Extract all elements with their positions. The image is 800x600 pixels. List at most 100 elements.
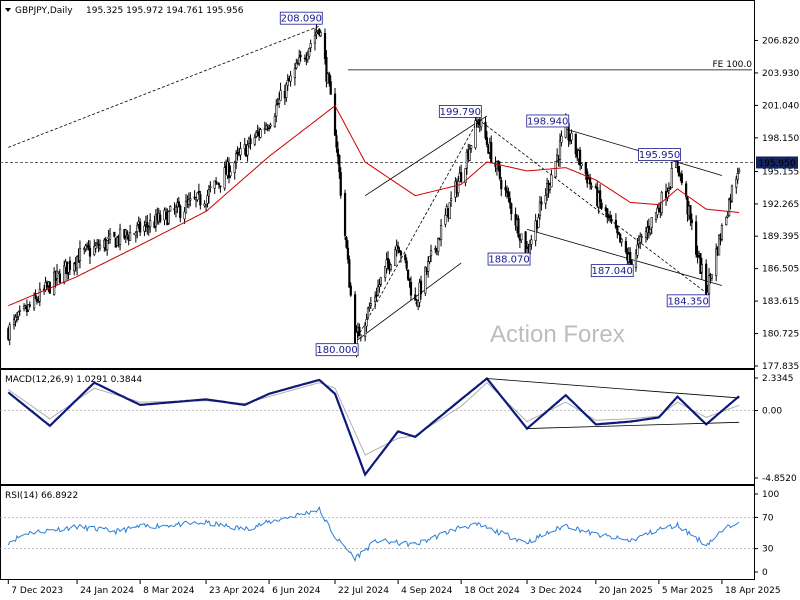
candle-body bbox=[715, 248, 718, 276]
candle-body bbox=[285, 83, 288, 99]
candle-body bbox=[379, 277, 382, 285]
candle-body bbox=[177, 201, 180, 207]
candle-body bbox=[507, 192, 510, 197]
price-y-tick-label: 186.505 bbox=[762, 265, 799, 275]
candle-body bbox=[376, 286, 380, 296]
macd-trendlines bbox=[486, 378, 740, 429]
candle-body bbox=[584, 162, 587, 174]
candle-body bbox=[183, 211, 186, 220]
x-tick-label: 4 Sep 2024 bbox=[401, 586, 453, 596]
candle-body bbox=[246, 144, 249, 156]
candle-body bbox=[147, 227, 150, 230]
x-tick-label: 23 Apr 2024 bbox=[209, 586, 265, 596]
price-label: 208.090 bbox=[281, 14, 322, 25]
rise-channel-lower bbox=[354, 262, 462, 343]
candle-body bbox=[227, 163, 231, 178]
candle-body bbox=[574, 133, 577, 155]
candle-body bbox=[163, 209, 166, 221]
candle-body bbox=[213, 180, 216, 189]
candle-body bbox=[385, 259, 388, 269]
candle-body bbox=[365, 319, 368, 327]
candle-body bbox=[229, 171, 232, 177]
candle-body bbox=[424, 266, 427, 294]
candle-body bbox=[616, 225, 619, 234]
candle-body bbox=[219, 185, 222, 188]
x-tick-label: 22 Jul 2024 bbox=[338, 586, 389, 596]
candle-body bbox=[647, 225, 650, 232]
candle-body bbox=[508, 197, 511, 204]
candle-body bbox=[325, 56, 328, 82]
candle-body bbox=[614, 219, 617, 228]
rsi-y-tick-label: 30 bbox=[762, 545, 774, 555]
candle-body bbox=[634, 253, 638, 268]
candle-body bbox=[335, 135, 338, 148]
candle-body bbox=[196, 192, 199, 201]
candle-body bbox=[275, 104, 278, 117]
candle-body bbox=[680, 173, 683, 184]
candle-body bbox=[96, 242, 99, 245]
current-price-tag bbox=[756, 156, 798, 169]
macd-title: MACD(12,26,9) 1.0291 0.3844 bbox=[5, 375, 142, 385]
candle-body bbox=[306, 54, 309, 60]
candle-body bbox=[328, 73, 331, 83]
candle-body bbox=[308, 48, 311, 57]
candle-body bbox=[617, 231, 620, 235]
dropdown-triangle-icon bbox=[5, 8, 11, 12]
rsi-title: RSI(14) 66.8922 bbox=[5, 491, 78, 501]
candle-body bbox=[298, 57, 301, 64]
candle-body bbox=[146, 222, 149, 228]
candle-body bbox=[167, 211, 170, 224]
macd-upper-trendline bbox=[486, 378, 740, 399]
price-label-box bbox=[666, 294, 710, 308]
candle-body bbox=[299, 55, 302, 58]
candle-body bbox=[268, 127, 271, 130]
candle-body bbox=[374, 296, 377, 302]
price-y-tick-label: 192.265 bbox=[762, 200, 799, 210]
x-tick-label: 3 Dec 2024 bbox=[530, 586, 582, 596]
x-tick-label: 8 Mar 2024 bbox=[143, 586, 195, 596]
candle-body bbox=[345, 237, 348, 248]
candle-body bbox=[504, 187, 507, 191]
candle-body bbox=[689, 205, 692, 220]
candle-body bbox=[695, 221, 698, 255]
candle-body bbox=[27, 304, 30, 311]
candle-body bbox=[670, 168, 673, 188]
candle-body bbox=[273, 116, 276, 127]
candle-body bbox=[484, 121, 487, 139]
candle-body bbox=[669, 187, 672, 190]
candle-body bbox=[700, 264, 703, 273]
x-tick-label: 18 Apr 2025 bbox=[725, 586, 781, 596]
price-y-tick-label: 206.820 bbox=[762, 36, 799, 46]
candle-body bbox=[728, 198, 731, 217]
price-candles bbox=[7, 24, 741, 358]
candle-body bbox=[336, 148, 339, 157]
candle-body bbox=[449, 197, 453, 201]
candle-body bbox=[179, 205, 182, 219]
candle-body bbox=[396, 245, 400, 249]
rsi-line bbox=[7, 505, 740, 562]
current-price-text: 195.950 bbox=[758, 159, 795, 169]
candle-body bbox=[78, 247, 82, 262]
candle-body bbox=[725, 216, 728, 225]
candle-body bbox=[538, 201, 542, 217]
candle-body bbox=[717, 234, 721, 256]
candle-body bbox=[389, 264, 393, 270]
candle-body bbox=[233, 162, 236, 174]
candle-body bbox=[249, 138, 252, 145]
candle-body bbox=[236, 151, 239, 154]
x-tick-label: 6 Jun 2024 bbox=[272, 586, 321, 596]
price-label: 184.350 bbox=[667, 296, 708, 307]
candle-body bbox=[537, 217, 540, 228]
candle-body bbox=[685, 183, 688, 197]
candle-body bbox=[485, 137, 489, 145]
candle-body bbox=[378, 284, 381, 288]
macd-y-tick-label: 2.3345 bbox=[762, 374, 794, 384]
x-tick-label: 5 Mar 2025 bbox=[662, 586, 713, 596]
candle-body bbox=[159, 214, 162, 222]
price-label: 198.940 bbox=[527, 116, 568, 127]
price-y-axis: 206.820 203.930 201.040 198.150 195.155 192.2… bbox=[754, 36, 799, 372]
candle-body bbox=[610, 219, 613, 222]
candle-body bbox=[276, 103, 279, 105]
candle-body bbox=[409, 281, 413, 296]
